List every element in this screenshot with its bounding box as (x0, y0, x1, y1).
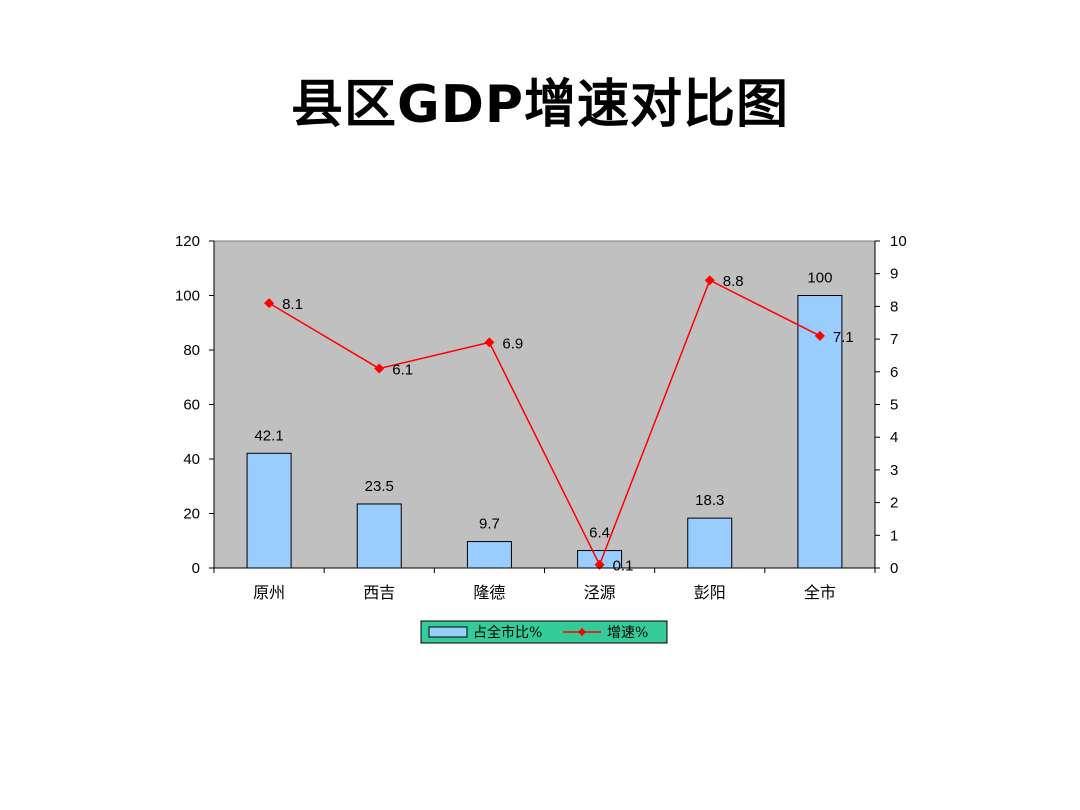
x-category-label: 彭阳 (694, 583, 726, 602)
bar (356, 503, 402, 569)
legend-bar-swatch (428, 626, 468, 638)
y-right-tick-label: 5 (890, 397, 898, 414)
growth-point (374, 363, 385, 374)
x-category-label: 西吉 (363, 583, 395, 602)
line-data-label: 8.1 (282, 296, 303, 313)
line-data-label: 6.9 (502, 335, 523, 352)
bar-data-label: 9.7 (479, 516, 500, 533)
chart-legend: 占全市比% 增速% (420, 620, 668, 644)
bar (246, 452, 292, 569)
legend-line-marker (578, 628, 586, 636)
growth-point (264, 298, 275, 309)
growth-point (484, 337, 495, 348)
plot-area (213, 240, 876, 569)
bar-data-label: 18.3 (695, 492, 724, 509)
y-left-tick-label: 100 (175, 288, 200, 305)
y-left-tick-label: 40 (183, 451, 200, 468)
x-category-label: 全市 (804, 583, 836, 602)
line-data-label: 7.1 (833, 329, 854, 346)
x-category-label: 泾源 (584, 583, 616, 602)
legend-bar-label: 占全市比% (473, 624, 542, 641)
legend-box (420, 620, 668, 644)
growth-point (704, 275, 715, 286)
bar (687, 517, 733, 569)
line-data-label: 0.1 (613, 558, 634, 575)
bar-data-label: 100 (807, 270, 832, 287)
y-right-tick-label: 9 (890, 266, 898, 283)
bar-data-label: 23.5 (365, 478, 394, 495)
y-right-tick-label: 2 (890, 495, 898, 512)
line-data-label: 8.8 (723, 273, 744, 290)
line-data-label: 6.1 (392, 362, 413, 379)
x-category-label: 原州 (253, 583, 285, 602)
y-right-tick-label: 4 (890, 429, 898, 446)
y-left-tick-label: 0 (192, 560, 200, 577)
bar-data-label: 6.4 (589, 525, 610, 542)
y-left-tick-label: 120 (175, 233, 200, 250)
y-right-tick-label: 10 (890, 233, 907, 250)
y-right-tick-label: 1 (890, 527, 898, 544)
legend-line-label: 增速% (607, 625, 648, 641)
y-right-tick-label: 6 (890, 364, 898, 381)
y-left-tick-label: 20 (183, 506, 200, 523)
y-right-tick-label: 8 (890, 298, 898, 315)
y-left-tick-label: 60 (183, 397, 200, 414)
y-right-tick-label: 3 (890, 462, 898, 479)
slide-title: 县区GDP增速对比图 (291, 75, 789, 135)
y-right-tick-label: 0 (890, 560, 898, 577)
x-category-label: 隆德 (473, 583, 505, 602)
growth-point (594, 559, 605, 570)
bar (466, 541, 512, 569)
growth-line (268, 279, 821, 567)
y-right-tick-label: 7 (890, 331, 898, 348)
bar-data-label: 42.1 (254, 427, 283, 444)
y-left-tick-label: 80 (183, 342, 200, 359)
growth-point (814, 330, 825, 341)
